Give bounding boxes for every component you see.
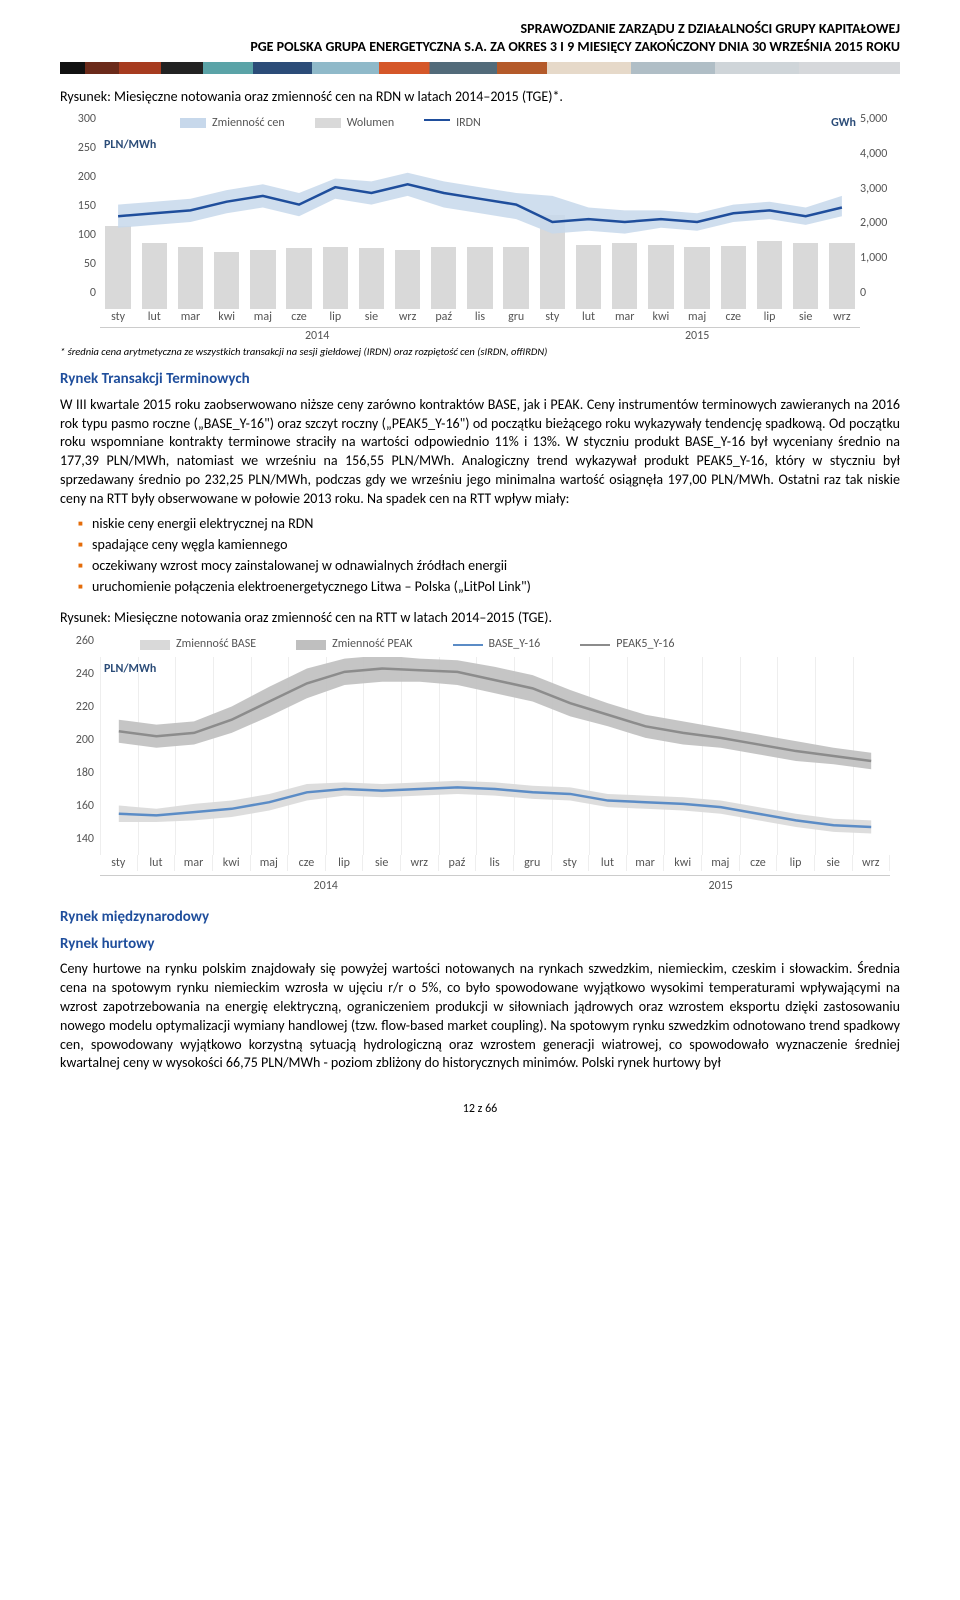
- fig1-legend: Zmienność cen Wolumen IRDN: [180, 113, 840, 133]
- section-intl-title: Rynek międzynarodowy: [60, 907, 900, 927]
- report-header: SPRAWOZDANIE ZARZĄDU Z DZIAŁALNOŚCI GRUP…: [60, 0, 900, 56]
- legend-zm: Zmienność cen: [212, 116, 285, 130]
- bullet-list: niskie ceny energii elektrycznej na RDN s…: [78, 515, 900, 597]
- section-rtt-title: Rynek Transakcji Terminowych: [60, 369, 900, 389]
- fig1-footnote: * średnia cena arytmetyczna ze wszystkic…: [60, 345, 900, 359]
- legend-peak: PEAK5_Y-16: [616, 637, 674, 651]
- legend-base: BASE_Y-16: [489, 637, 541, 651]
- fig1-right-axis-title: GWh: [831, 115, 856, 131]
- header-line2: PGE POLSKA GRUPA ENERGETYCZNA S.A. ZA OK…: [60, 38, 900, 56]
- fig2-chart: Zmienność BASE Zmienność PEAK BASE_Y-16 …: [60, 633, 900, 893]
- fig2-legend: Zmienność BASE Zmienność PEAK BASE_Y-16 …: [140, 633, 880, 655]
- section-wholesale-title: Rynek hurtowy: [60, 934, 900, 954]
- page-number: 12 z 66: [60, 1101, 900, 1117]
- header-stripe: [60, 62, 900, 74]
- bullet-item: spadające ceny węgla kamiennego: [78, 536, 900, 555]
- fig2-caption: Rysunek: Miesięczne notowania oraz zmien…: [60, 609, 900, 628]
- para2: Ceny hurtowe na rynku polskim znajdowały…: [60, 960, 900, 1073]
- legend-zmP: Zmienność PEAK: [332, 637, 412, 651]
- para1: W III kwartale 2015 roku zaobserwowano n…: [60, 396, 900, 509]
- fig1-chart: Zmienność cen Wolumen IRDN PLN/MWh GWh 0…: [60, 113, 900, 343]
- fig1-caption: Rysunek: Miesięczne notowania oraz zmien…: [60, 88, 900, 107]
- legend-irdn: IRDN: [456, 116, 481, 130]
- legend-zmB: Zmienność BASE: [176, 637, 256, 651]
- bullet-item: niskie ceny energii elektrycznej na RDN: [78, 515, 900, 534]
- header-line1: SPRAWOZDANIE ZARZĄDU Z DZIAŁALNOŚCI GRUP…: [60, 20, 900, 38]
- legend-vol: Wolumen: [347, 116, 394, 130]
- bullet-item: uruchomienie połączenia elektroenergetyc…: [78, 578, 900, 597]
- bullet-item: oczekiwany wzrost mocy zainstalowanej w …: [78, 557, 900, 576]
